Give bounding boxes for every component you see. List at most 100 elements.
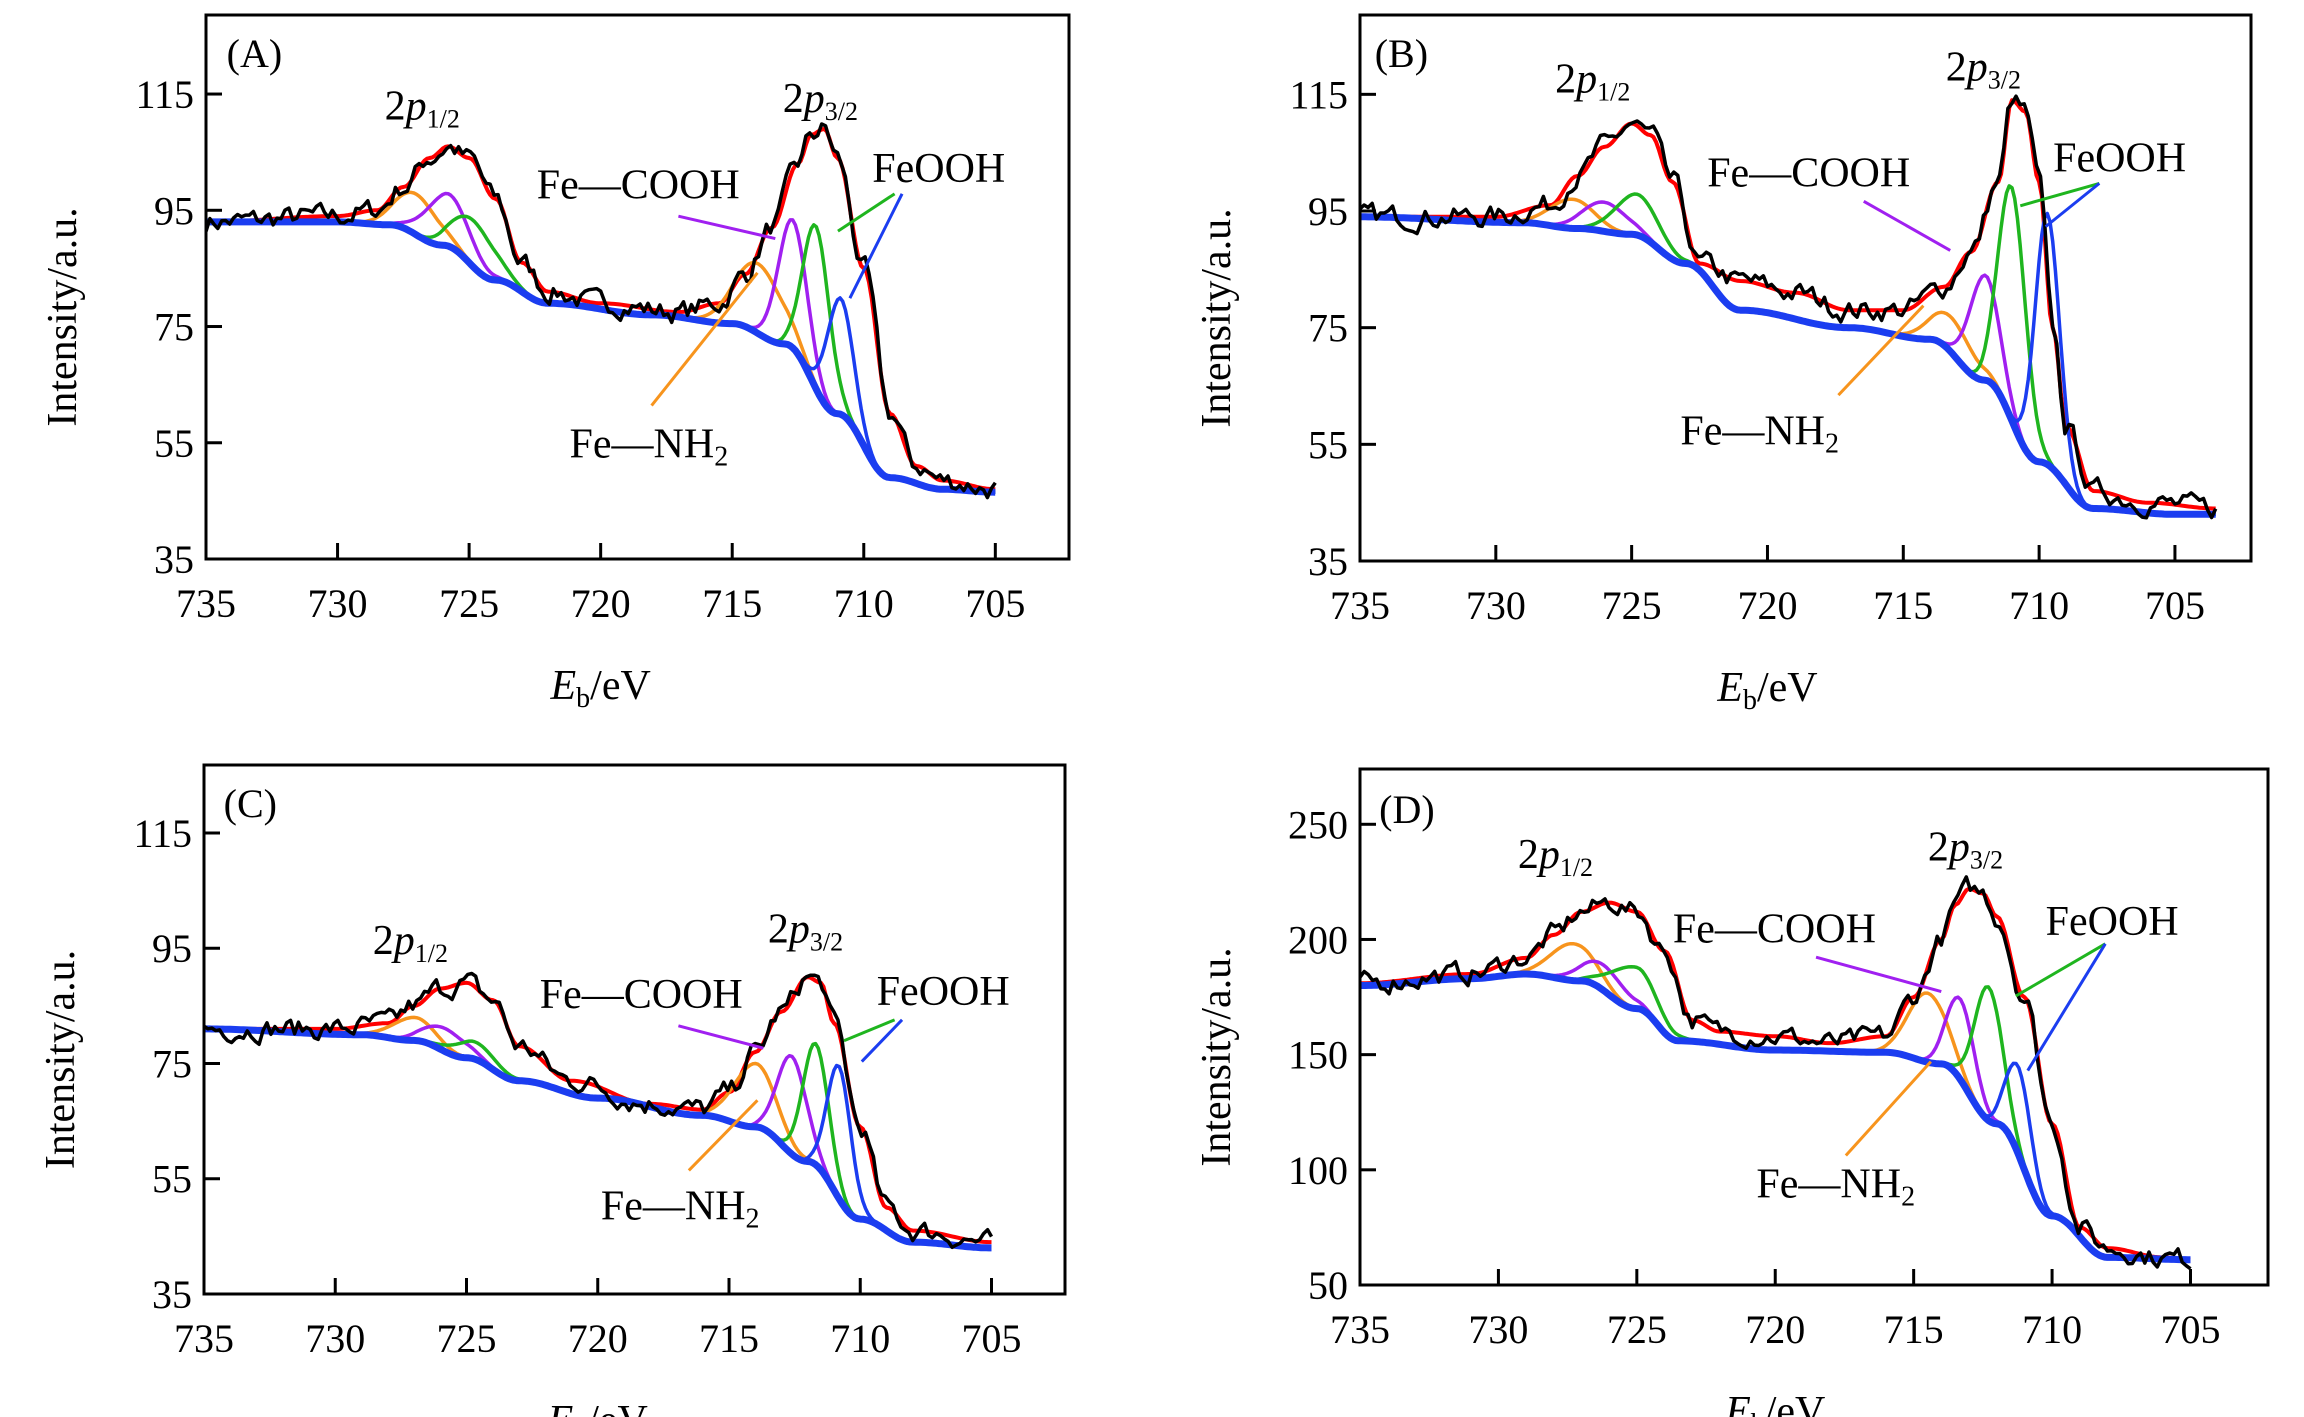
- chart-panel-b: 735 730 725 720 715 710 705 35 55 75 95 115 Eb/eV Int…: [1194, 13, 2253, 716]
- chart-panel-d: 735 730 725 720 715 710 705 50 100 150 200 250 Eb/eV…: [1194, 767, 2270, 1417]
- peak-label-lead: 2: [1555, 56, 1576, 102]
- peak-label-orbital: p: [1573, 56, 1597, 102]
- component-line-1: [1360, 197, 2216, 517]
- component-line-1: [1360, 941, 2191, 1262]
- y-tick-label: 95: [154, 188, 194, 233]
- y-tick-label: 95: [1308, 189, 1348, 234]
- peak-label-orbital: p: [1964, 45, 1988, 91]
- peak-label-subscript: 3/2: [825, 97, 858, 126]
- peak-label-2p1-2: 2p1/2: [1555, 56, 1630, 106]
- peak-label-lead: 2: [1928, 824, 1949, 870]
- x-tick-label: 725: [439, 581, 499, 626]
- y-tick-label: 150: [1288, 1033, 1348, 1078]
- component-line-6: [204, 1027, 992, 1250]
- fe-cooh-label: Fe—COOH: [540, 972, 743, 1018]
- y-tick-label: 100: [1288, 1148, 1348, 1193]
- component-line-5: [204, 1027, 992, 1250]
- x-axis-label-unit: /eV: [590, 663, 651, 709]
- peak-label-subscript: 1/2: [1597, 77, 1630, 106]
- peak-label-2p3-2: 2p3/2: [768, 906, 843, 956]
- x-tick-label: 720: [568, 1316, 628, 1361]
- feooh-label: FeOOH: [2046, 899, 2179, 945]
- fe-cooh-label: Fe—COOH: [1707, 150, 1910, 196]
- fe-nh2-text: Fe—NH: [570, 422, 715, 468]
- background-line: [1360, 213, 2217, 518]
- annotation-leader-line: [687, 1099, 759, 1172]
- feooh-label: FeOOH: [872, 146, 1005, 192]
- annotation-leader-line: [1844, 1060, 1932, 1157]
- x-tick-label: 705: [2160, 1307, 2220, 1352]
- component-line-2: [1360, 200, 2216, 517]
- peak-label-lead: 2: [1946, 45, 1967, 91]
- annotation-leader-line: [837, 192, 896, 233]
- peak-label-orbital: p: [403, 83, 427, 129]
- component-line-6: [1360, 184, 2216, 517]
- x-tick-label: 705: [965, 581, 1025, 626]
- x-tick-label: 735: [1330, 1307, 1390, 1352]
- x-tick-label: 730: [1466, 583, 1526, 628]
- annotation-leader-line: [2044, 182, 2101, 228]
- x-axis-label-subscript: b: [576, 683, 590, 714]
- annotation-leader-line: [2015, 942, 2107, 998]
- peak-label-lead: 2: [385, 83, 406, 129]
- x-axis-label: Eb/eV: [1724, 1389, 1825, 1417]
- panel-label: (A): [227, 31, 283, 76]
- y-tick-label: 55: [152, 1157, 192, 1202]
- plot-area: [206, 122, 997, 500]
- x-tick-label: 710: [834, 581, 894, 626]
- x-tick-label: 715: [1884, 1307, 1944, 1352]
- chart-panel-c: 735 730 725 720 715 710 705 35 55 75 95 115 Eb/eV Int…: [38, 763, 1067, 1417]
- x-tick-label: 705: [2145, 583, 2205, 628]
- peak-label-orbital: p: [801, 76, 825, 122]
- x-tick-label: 725: [437, 1316, 497, 1361]
- y-tick-label: 35: [152, 1272, 192, 1317]
- annotation-leader-line: [1837, 304, 1925, 397]
- component-line-4: [204, 1027, 992, 1250]
- x-axis-label: Eb/eV: [1716, 665, 1817, 716]
- x-axis-label-symbol: E: [550, 663, 577, 709]
- x-tick-label: 720: [1737, 583, 1797, 628]
- plot-frame: [1358, 13, 2253, 563]
- x-tick-label: 730: [308, 581, 368, 626]
- y-tick-label: 200: [1288, 917, 1348, 962]
- y-axis-label: Intensity/a.u.: [1194, 208, 1240, 427]
- x-tick-label: 710: [2022, 1307, 2082, 1352]
- x-axis-label: Eb/eV: [550, 663, 651, 714]
- component-line-3: [1360, 192, 2216, 517]
- background-line: [204, 1025, 993, 1252]
- y-tick-label: 75: [152, 1041, 192, 1086]
- annotation-leader-line: [2019, 181, 2100, 208]
- x-axis-label-unit: /eV: [587, 1398, 648, 1417]
- raw-data-line: [1360, 94, 2218, 520]
- y-tick-label: 35: [1308, 539, 1348, 584]
- annotation-leader-line: [1863, 199, 1951, 252]
- fe-nh2-text: Fe—NH: [1680, 408, 1825, 454]
- peak-label-lead: 2: [373, 918, 394, 964]
- peak-label-subscript: 3/2: [1988, 66, 2021, 95]
- feooh-label: FeOOH: [2053, 135, 2186, 181]
- x-axis-label: Eb/eV: [547, 1398, 648, 1417]
- component-line-7: [204, 1027, 992, 1250]
- annotation-leader-line: [860, 1018, 904, 1063]
- x-tick-label: 720: [571, 581, 631, 626]
- component-line-5: [1360, 215, 2216, 517]
- fe-nh2-subscript: 2: [1901, 1181, 1915, 1212]
- peak-label-lead: 2: [1518, 832, 1539, 878]
- fe-cooh-label: Fe—COOH: [1673, 906, 1876, 952]
- peak-label-subscript: 1/2: [1560, 853, 1593, 882]
- y-tick-label: 75: [1308, 306, 1348, 351]
- plot-area: [204, 971, 994, 1252]
- plot-area: [1360, 875, 2192, 1271]
- annotation-leader-line: [678, 214, 776, 241]
- peak-label-subscript: 1/2: [415, 939, 448, 968]
- component-line-6: [1360, 972, 2191, 1262]
- x-axis-label-symbol: E: [1724, 1389, 1751, 1417]
- annotation-leader-line: [2026, 943, 2107, 1072]
- component-line-1: [204, 1015, 992, 1250]
- plot-frame: [202, 763, 1067, 1296]
- feooh-label: FeOOH: [877, 969, 1010, 1015]
- peak-label-orbital: p: [1946, 824, 1970, 870]
- y-tick-label: 55: [1308, 422, 1348, 467]
- fe-nh2-label: Fe—NH2: [601, 1184, 760, 1235]
- raw-data-line: [206, 122, 997, 500]
